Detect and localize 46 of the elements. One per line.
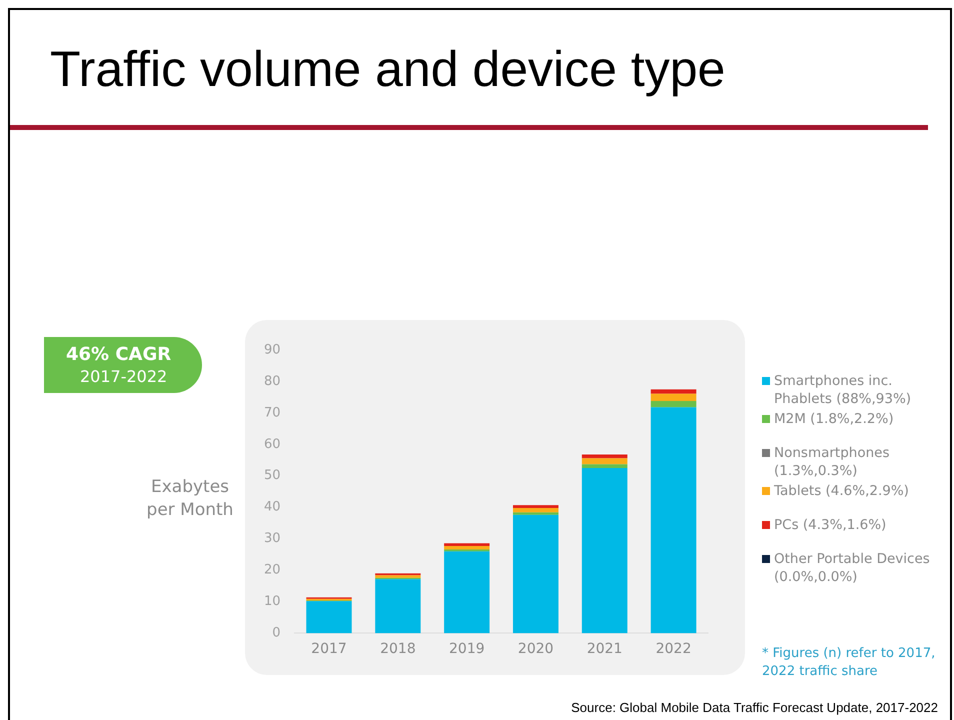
bar [512, 508, 558, 512]
y-tick-label: 50 [264, 468, 281, 484]
bar [306, 601, 352, 634]
y-tick-label: 80 [264, 374, 281, 389]
x-tick-label: 2017 [311, 641, 347, 658]
y-tick-label: 20 [264, 562, 281, 578]
x-tick-label: 2020 [518, 641, 554, 658]
bar [512, 512, 558, 515]
y-axis-title: Exabytes per Month [146, 476, 234, 522]
bar [512, 514, 558, 634]
bar [582, 458, 628, 464]
legend-label: Smartphones inc. Phablets (88%,93%) [774, 372, 912, 408]
bar [444, 551, 490, 634]
bar [582, 464, 628, 468]
bar [375, 579, 421, 634]
legend-label: Nonsmartphones (1.3%,0.3%) [774, 444, 890, 480]
legend-label: Tablets (4.6%,2.9%) [774, 482, 909, 500]
legend-label: Other Portable Devices (0.0%,0.0%) [774, 550, 931, 586]
legend-label: PCs (4.3%,1.6%) [774, 516, 886, 534]
y-tick-label: 70 [264, 405, 281, 420]
source-note: Source: Global Mobile Data Traffic Forecast Update, 2017-2022 [571, 700, 938, 715]
bar [375, 575, 421, 578]
y-tick-label: 60 [264, 436, 281, 452]
bar [444, 543, 490, 546]
x-tick-label: 2021 [586, 641, 622, 658]
y-tick-label: 10 [264, 594, 281, 610]
y-tick-label: 40 [264, 500, 281, 515]
text: * Figures (n) refer to 2017, 2022 traffic share [762, 645, 936, 681]
legend-label: M2M (1.8%,2.2%) [774, 410, 894, 428]
chart-title: Traffic volume and device type [50, 40, 726, 98]
bar [650, 407, 696, 634]
bar [650, 389, 696, 394]
y-tick-label: 90 [264, 342, 281, 358]
y-tick-label: 30 [264, 531, 281, 546]
y-tick-label: 0 [272, 626, 281, 641]
bar [582, 454, 628, 458]
bar [512, 505, 558, 508]
bar [650, 394, 696, 401]
text: 2017-2022 [80, 367, 168, 386]
bar [582, 468, 628, 634]
x-tick-label: 2018 [380, 641, 416, 658]
bar [444, 546, 490, 550]
x-tick-label: 2022 [656, 641, 692, 658]
bar [650, 400, 696, 408]
x-tick-label: 2019 [448, 641, 485, 658]
text: 46% CAGR [66, 344, 172, 365]
